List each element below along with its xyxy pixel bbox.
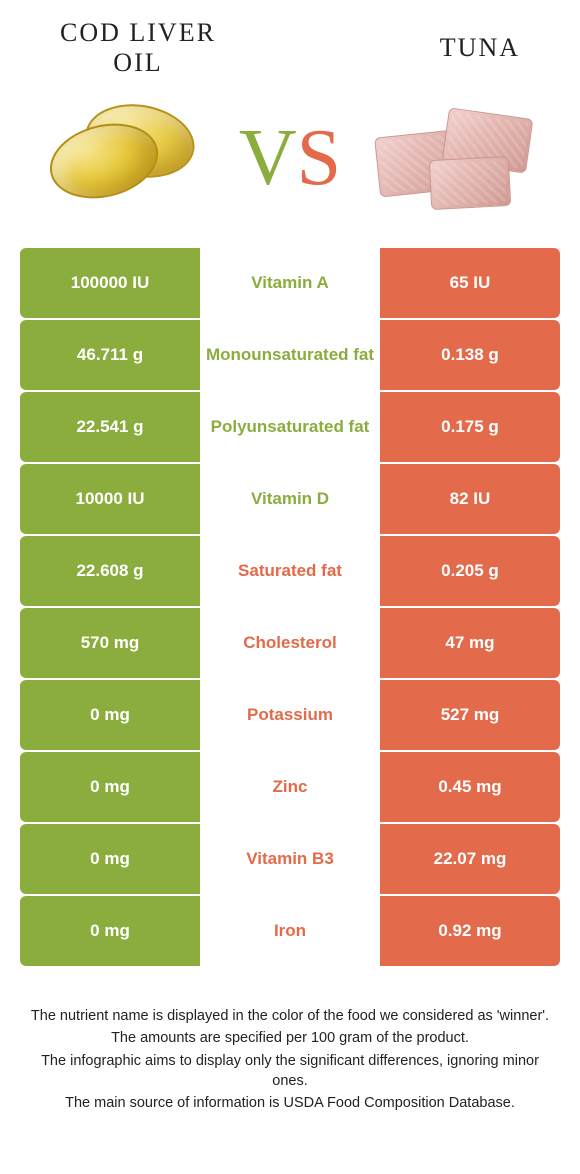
nutrient-label: Saturated fat (200, 536, 380, 606)
left-value: 22.541 g (20, 392, 200, 462)
right-value: 65 IU (380, 248, 560, 318)
footnote-line: The nutrient name is displayed in the co… (30, 1006, 550, 1026)
right-food-title: TUNA (440, 33, 520, 63)
table-row: 46.711 gMonounsaturated fat0.138 g (20, 320, 560, 390)
vs-s: S (297, 114, 342, 202)
right-value: 0.175 g (380, 392, 560, 462)
table-row: 100000 IUVitamin A65 IU (20, 248, 560, 318)
left-value: 10000 IU (20, 464, 200, 534)
left-value: 100000 IU (20, 248, 200, 318)
right-value: 0.92 mg (380, 896, 560, 966)
left-value: 0 mg (20, 824, 200, 894)
vs-label: VS (239, 113, 341, 204)
footnote-line: The main source of information is USDA F… (30, 1093, 550, 1113)
left-value: 0 mg (20, 680, 200, 750)
nutrient-label: Vitamin D (200, 464, 380, 534)
table-row: 0 mgZinc0.45 mg (20, 752, 560, 822)
nutrient-label: Vitamin A (200, 248, 380, 318)
cod-liver-oil-icon (45, 103, 195, 213)
right-value: 47 mg (380, 608, 560, 678)
right-value: 82 IU (380, 464, 560, 534)
nutrient-label: Potassium (200, 680, 380, 750)
left-food-image (35, 98, 205, 218)
nutrient-label: Iron (200, 896, 380, 966)
vs-v: V (239, 114, 297, 202)
left-value: 0 mg (20, 896, 200, 966)
left-value: 570 mg (20, 608, 200, 678)
table-row: 22.608 gSaturated fat0.205 g (20, 536, 560, 606)
left-value: 22.608 g (20, 536, 200, 606)
table-row: 0 mgVitamin B322.07 mg (20, 824, 560, 894)
footnote-line: The amounts are specified per 100 gram o… (30, 1028, 550, 1048)
nutrient-label: Monounsaturated fat (200, 320, 380, 390)
nutrient-label: Cholesterol (200, 608, 380, 678)
table-row: 10000 IUVitamin D82 IU (20, 464, 560, 534)
comparison-table: 100000 IUVitamin A65 IU46.711 gMonounsat… (20, 248, 560, 966)
left-value: 0 mg (20, 752, 200, 822)
right-food-image (375, 98, 545, 218)
right-value: 22.07 mg (380, 824, 560, 894)
left-value: 46.711 g (20, 320, 200, 390)
right-value: 0.45 mg (380, 752, 560, 822)
right-value: 527 mg (380, 680, 560, 750)
comparison-images-row: VS (0, 78, 580, 248)
left-food-title: COD LIVER OIL (60, 18, 216, 78)
table-row: 0 mgIron0.92 mg (20, 896, 560, 966)
table-row: 22.541 gPolyunsaturated fat0.175 g (20, 392, 560, 462)
tuna-icon (375, 103, 545, 213)
footnotes: The nutrient name is displayed in the co… (30, 1006, 550, 1113)
nutrient-label: Vitamin B3 (200, 824, 380, 894)
nutrient-label: Zinc (200, 752, 380, 822)
header: COD LIVER OIL TUNA (0, 0, 580, 78)
table-row: 570 mgCholesterol47 mg (20, 608, 560, 678)
right-value: 0.138 g (380, 320, 560, 390)
nutrient-label: Polyunsaturated fat (200, 392, 380, 462)
right-value: 0.205 g (380, 536, 560, 606)
table-row: 0 mgPotassium527 mg (20, 680, 560, 750)
footnote-line: The infographic aims to display only the… (30, 1051, 550, 1092)
